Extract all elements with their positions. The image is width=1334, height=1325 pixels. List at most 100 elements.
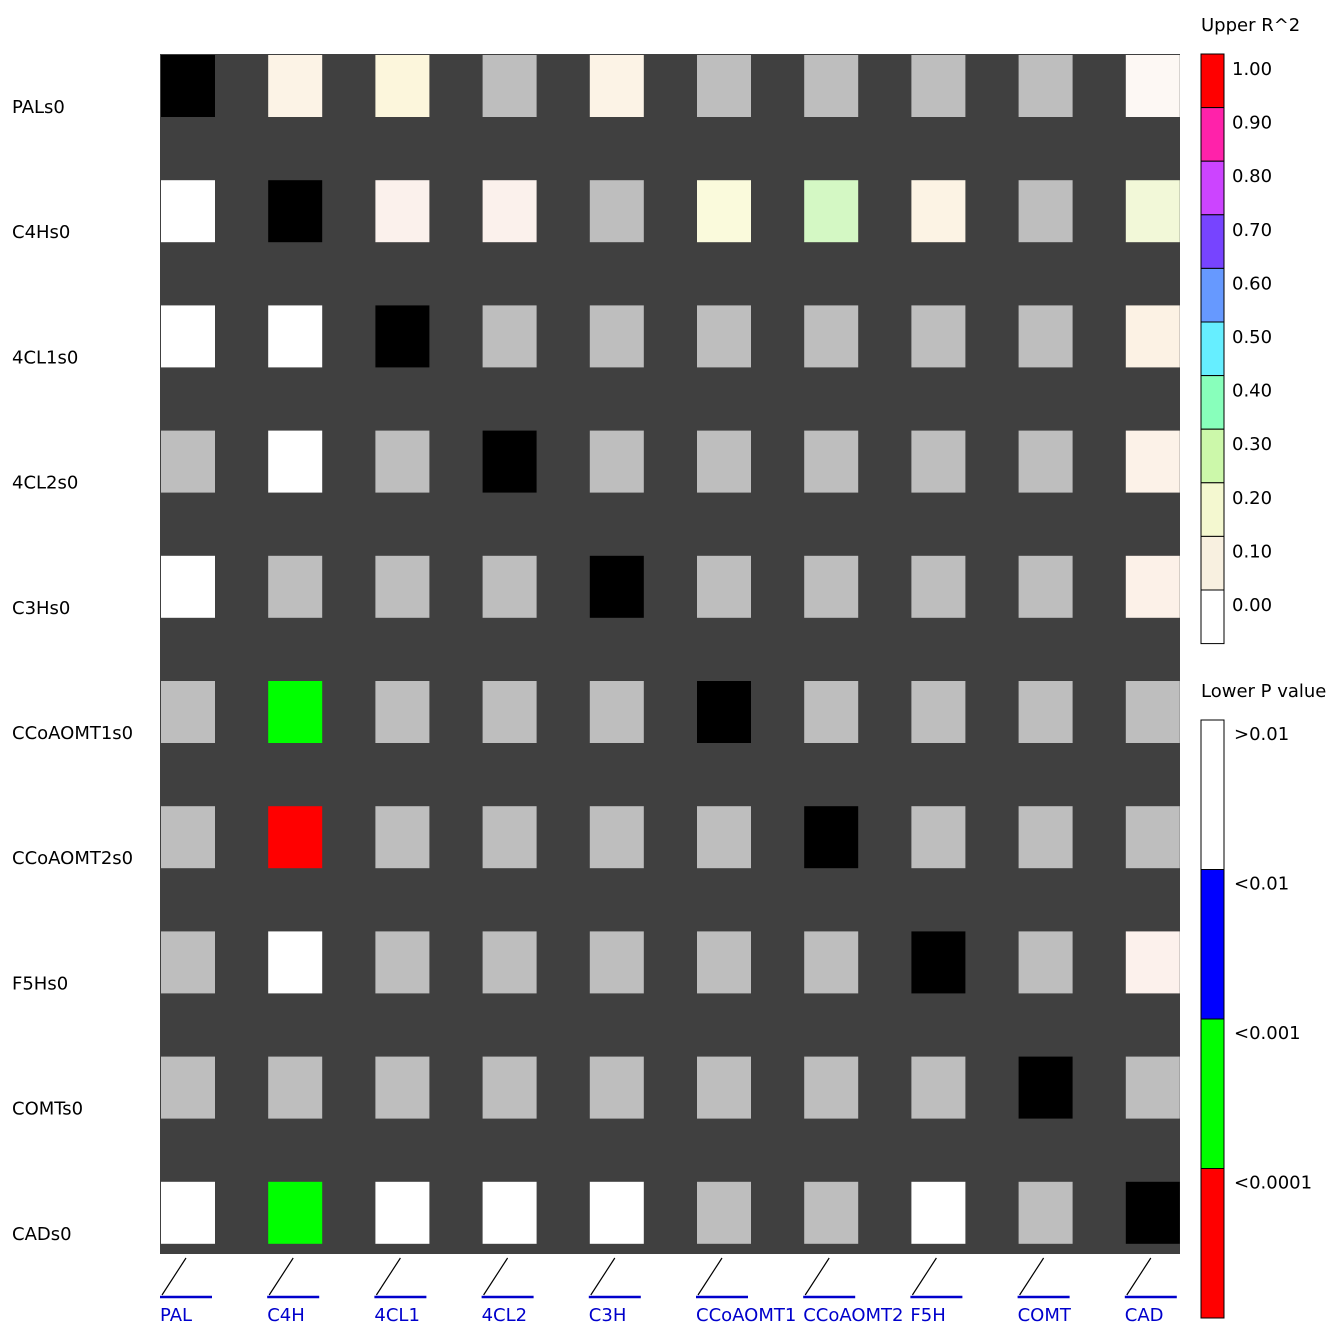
legend-upper-swatch (1200, 589, 1225, 645)
legend-upper-tick: 1.00 (1232, 59, 1272, 80)
heatmap-cell (161, 430, 215, 493)
heatmap-cell (589, 555, 644, 618)
heatmap-cell (482, 931, 537, 994)
heatmap-cell (697, 1181, 751, 1244)
heatmap-cell (161, 1181, 215, 1244)
heatmap-cell (1018, 806, 1073, 869)
row-label: PALs0 (12, 97, 65, 118)
column-label[interactable]: 4CL2 (482, 1305, 528, 1325)
heatmap-cell (1125, 931, 1180, 994)
heatmap-cell (161, 1056, 215, 1119)
heatmap-cell (589, 931, 644, 994)
heatmap-cell (268, 55, 323, 117)
heatmap-cell (1125, 555, 1180, 618)
legend-lower-label: <0.0001 (1234, 1173, 1312, 1194)
heatmap-cell (1018, 180, 1073, 243)
column-label[interactable]: PAL (160, 1305, 192, 1325)
heatmap-cell (911, 806, 966, 869)
heatmap-cell (1125, 180, 1180, 243)
heatmap-cell (589, 806, 644, 869)
heatmap-cell (589, 681, 644, 743)
heatmap-cell (161, 806, 215, 869)
heatmap-cell (589, 1181, 644, 1244)
heatmap-cell (268, 1181, 323, 1244)
column-tick (1126, 1257, 1152, 1296)
heatmap-cell (375, 555, 430, 618)
heatmap-cell (482, 555, 537, 618)
heatmap-cell (161, 555, 215, 618)
heatmap-cell (804, 555, 859, 618)
heatmap-cell (589, 305, 644, 368)
heatmap-cell (375, 1181, 430, 1244)
row-label: CCoAOMT1s0 (12, 723, 133, 744)
legend-upper-swatch (1200, 53, 1225, 109)
heatmap-cell (161, 931, 215, 994)
heatmap-cell (375, 180, 430, 243)
legend-upper-tick: 0.30 (1232, 434, 1272, 455)
legend-lower-swatch (1200, 869, 1225, 1020)
heatmap-cell (911, 931, 966, 994)
legend-upper-tick: 0.80 (1232, 166, 1272, 187)
heatmap-cell (697, 305, 751, 368)
legend-upper-swatch (1200, 428, 1225, 484)
heatmap-cell (375, 305, 430, 368)
heatmap-cell (1018, 931, 1073, 994)
heatmap-cell (375, 55, 430, 117)
heatmap-cell (697, 55, 751, 117)
heatmap-cell (804, 1181, 859, 1244)
column-tick (697, 1257, 723, 1296)
legend-upper-swatch (1200, 214, 1225, 269)
heatmap-cell (911, 1056, 966, 1119)
heatmap-cell (804, 180, 859, 243)
heatmap-cell (589, 1056, 644, 1119)
heatmap-cell (589, 430, 644, 493)
heatmap-cell (482, 180, 537, 243)
heatmap-cell (268, 931, 323, 994)
heatmap-cell (268, 681, 323, 743)
heatmap-cell (482, 305, 537, 368)
row-label: 4CL2s0 (12, 473, 78, 494)
legend-upper-swatch (1200, 482, 1225, 537)
legend-upper-tick: 0.40 (1232, 381, 1272, 402)
legend-lower-title: Lower P value (1201, 681, 1326, 702)
heatmap-cell (911, 681, 966, 743)
heatmap-cell (161, 681, 215, 743)
heatmap-cell (482, 681, 537, 743)
heatmap-cell (804, 55, 859, 117)
legend-upper-swatch (1200, 107, 1225, 162)
heatmap-cell (804, 806, 859, 869)
heatmap-cell (1018, 1056, 1073, 1119)
heatmap-cell (911, 55, 966, 117)
heatmap-cell (482, 55, 537, 117)
column-label[interactable]: COMT (1018, 1305, 1072, 1325)
heatmap-cell (482, 430, 537, 493)
legend-lower-label: <0.01 (1234, 874, 1289, 895)
column-label[interactable]: CAD (1125, 1305, 1164, 1325)
row-label: F5Hs0 (12, 973, 68, 994)
row-label: CCoAOMT2s0 (12, 848, 133, 869)
column-label[interactable]: C3H (589, 1305, 627, 1325)
column-label[interactable]: C4H (267, 1305, 305, 1325)
heatmap-cell (268, 1056, 323, 1119)
heatmap-cell (589, 180, 644, 243)
legend-upper-tick: 0.60 (1232, 273, 1272, 294)
heatmap-cell (1018, 430, 1073, 493)
legend-lower-label: <0.001 (1234, 1023, 1301, 1044)
column-label[interactable]: 4CL1 (374, 1305, 420, 1325)
column-tick (483, 1257, 509, 1296)
row-label: C4Hs0 (12, 222, 70, 243)
column-label[interactable]: CCoAOMT1 (696, 1305, 796, 1325)
column-tick (268, 1257, 294, 1296)
row-labels: PALs0 C4Hs0 4CL1s0 4CL2s0 C3Hs0 CCoAOMT1s0 CCo… (12, 97, 133, 1245)
heatmap-cell (375, 681, 430, 743)
heatmap-cell (375, 1056, 430, 1119)
heatmap-cell (1125, 1056, 1180, 1119)
heatmap-cell (697, 180, 751, 243)
heatmap-cell (161, 55, 215, 117)
legend-upper-tick: 0.20 (1232, 488, 1272, 509)
legend-upper-r2: Upper R^2 1.00 0.90 0.80 0.70 0.60 0.50 0.40 0.… (1200, 15, 1300, 645)
column-label[interactable]: F5H (910, 1305, 945, 1325)
heatmap-cell (697, 806, 751, 869)
column-label[interactable]: CCoAOMT2 (803, 1305, 903, 1325)
